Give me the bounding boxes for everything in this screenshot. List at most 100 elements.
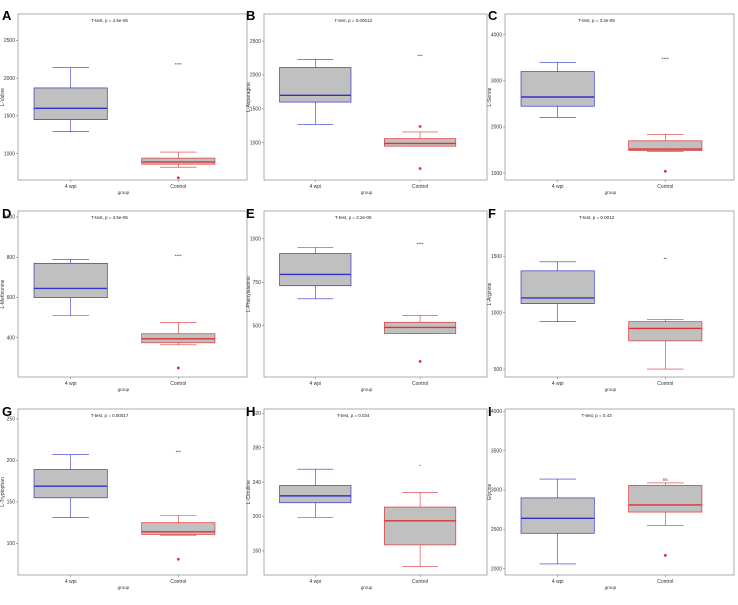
y-tick-label: 500 bbox=[253, 323, 262, 329]
y-tick-label: 1000 bbox=[491, 310, 502, 316]
panel-c: C T-test, p = 3.3e-05 1000 2000 3000 4000 L-Se… bbox=[487, 8, 735, 195]
box-control bbox=[141, 514, 216, 561]
panel-h: H T-test, p = 0.024 160 200 240 280 320 L-Citru… bbox=[246, 404, 488, 590]
box-4wpi bbox=[33, 258, 108, 316]
panel-i: I T-test, p = 0.43 2000 2500 3000 3500 4000 Gly… bbox=[487, 404, 735, 590]
box-4wpi bbox=[520, 261, 595, 322]
y-axis-label: L-Methionine bbox=[0, 279, 6, 308]
iqr-box bbox=[33, 262, 108, 298]
x-tick-label: Control bbox=[657, 381, 673, 387]
outlier-point bbox=[663, 553, 667, 557]
significance-label: ** bbox=[664, 256, 668, 261]
y-tick-label: 280 bbox=[253, 445, 262, 451]
y-tick-label: 750 bbox=[253, 280, 262, 286]
y-tick-label: 2500 bbox=[491, 527, 502, 533]
box-4wpi bbox=[279, 468, 352, 518]
box-control bbox=[141, 151, 216, 180]
y-tick-label: 160 bbox=[253, 549, 262, 555]
iqr-box bbox=[520, 497, 595, 534]
x-tick-label: 4 wpi bbox=[65, 184, 77, 190]
panel-letter: F bbox=[488, 206, 496, 221]
y-tick-label: 1500 bbox=[491, 254, 502, 260]
x-axis-label: group bbox=[361, 387, 373, 392]
x-tick-label: Control bbox=[170, 579, 186, 585]
y-axis-label: L-Citrulline bbox=[246, 480, 252, 504]
iqr-box bbox=[33, 87, 108, 120]
x-axis-label: group bbox=[361, 585, 373, 590]
box-4wpi bbox=[33, 454, 108, 519]
x-tick-label: Control bbox=[412, 184, 428, 190]
y-tick-label: 2000 bbox=[250, 73, 261, 79]
x-axis-label: group bbox=[118, 190, 130, 195]
box-4wpi bbox=[279, 247, 352, 300]
iqr-box bbox=[628, 484, 703, 513]
x-tick-label: 4 wpi bbox=[552, 184, 564, 190]
x-tick-label: 4 wpi bbox=[552, 579, 564, 585]
panel-f: F T-test, p = 0.0012 500 1000 1500 L-Arginine… bbox=[487, 206, 735, 392]
y-tick-label: 3000 bbox=[491, 488, 502, 494]
outlier-point bbox=[418, 359, 422, 363]
test-title: T-test, p = 2.2e-05 bbox=[335, 215, 372, 220]
y-tick-label: 3500 bbox=[491, 448, 502, 454]
y-tick-label: 150 bbox=[7, 500, 16, 506]
x-tick-label: Control bbox=[170, 184, 186, 190]
y-tick-label: 1500 bbox=[250, 107, 261, 113]
box-control bbox=[628, 134, 703, 173]
y-tick-label: 800 bbox=[7, 255, 16, 261]
outlier-point bbox=[176, 557, 180, 561]
panel-letter: C bbox=[488, 8, 498, 23]
y-tick-label: 400 bbox=[7, 335, 16, 341]
y-axis-label: L-Arginine bbox=[487, 282, 493, 305]
y-tick-label: 1000 bbox=[491, 171, 502, 177]
plot-frame bbox=[263, 210, 488, 378]
y-tick-label: 240 bbox=[253, 480, 262, 486]
outlier-point bbox=[176, 176, 180, 180]
iqr-box bbox=[279, 67, 352, 103]
panel-letter: E bbox=[246, 206, 255, 221]
test-title: T-test, p = 4.5e-05 bbox=[91, 18, 128, 23]
test-title: T-test, p = 0.024 bbox=[337, 413, 370, 418]
test-title: T-test, p = 0.00017 bbox=[91, 413, 129, 418]
y-tick-label: 500 bbox=[494, 367, 503, 373]
significance-label: *** bbox=[176, 450, 182, 455]
test-title: T-test, p = 3.5e-05 bbox=[91, 215, 128, 220]
panel-e: E T-test, p = 2.2e-05 500 750 1000 L-Phenylal… bbox=[246, 206, 488, 392]
panel-letter: H bbox=[246, 404, 255, 419]
outlier-point bbox=[418, 167, 422, 170]
y-axis-label: L-Tryptophan bbox=[0, 477, 6, 507]
x-axis-label: group bbox=[361, 190, 373, 195]
x-axis-label: group bbox=[605, 585, 617, 590]
y-tick-label: 2000 bbox=[491, 125, 502, 131]
box-control bbox=[141, 322, 216, 370]
significance-label: **** bbox=[662, 56, 669, 61]
test-title: T-test, p = 0.0012 bbox=[579, 215, 615, 220]
box-4wpi bbox=[33, 67, 108, 133]
y-tick-label: 4000 bbox=[491, 409, 502, 415]
y-tick-label: 4000 bbox=[491, 32, 502, 38]
box-control bbox=[628, 482, 703, 557]
y-tick-label: 600 bbox=[7, 295, 16, 301]
y-tick-label: 1000 bbox=[4, 215, 15, 221]
significance-label: **** bbox=[175, 62, 182, 67]
test-title: T-test, p = 0.00013 bbox=[334, 18, 372, 23]
y-tick-label: 1500 bbox=[4, 114, 15, 120]
panel-letter: D bbox=[2, 206, 11, 221]
iqr-box bbox=[33, 469, 108, 499]
box-4wpi bbox=[520, 62, 595, 118]
x-tick-label: 4 wpi bbox=[309, 381, 321, 387]
panel-d: D T-test, p = 3.5e-05 400 600 800 1000 L-Methi… bbox=[0, 206, 248, 392]
y-axis-label: Glycine bbox=[487, 483, 493, 500]
iqr-box bbox=[279, 485, 352, 504]
x-tick-label: 4 wpi bbox=[65, 579, 77, 585]
x-axis-label: group bbox=[118, 387, 130, 392]
y-tick-label: 3000 bbox=[491, 79, 502, 85]
iqr-box bbox=[520, 270, 595, 304]
box-control bbox=[384, 492, 457, 567]
y-axis-label: L-Valine bbox=[0, 88, 6, 106]
box-control bbox=[384, 125, 457, 170]
iqr-box bbox=[384, 138, 457, 147]
panel-b: B T-test, p = 0.00013 1000 1500 2000 2500 L-As… bbox=[246, 8, 488, 195]
x-axis-label: group bbox=[118, 585, 130, 590]
box-4wpi bbox=[279, 59, 352, 125]
